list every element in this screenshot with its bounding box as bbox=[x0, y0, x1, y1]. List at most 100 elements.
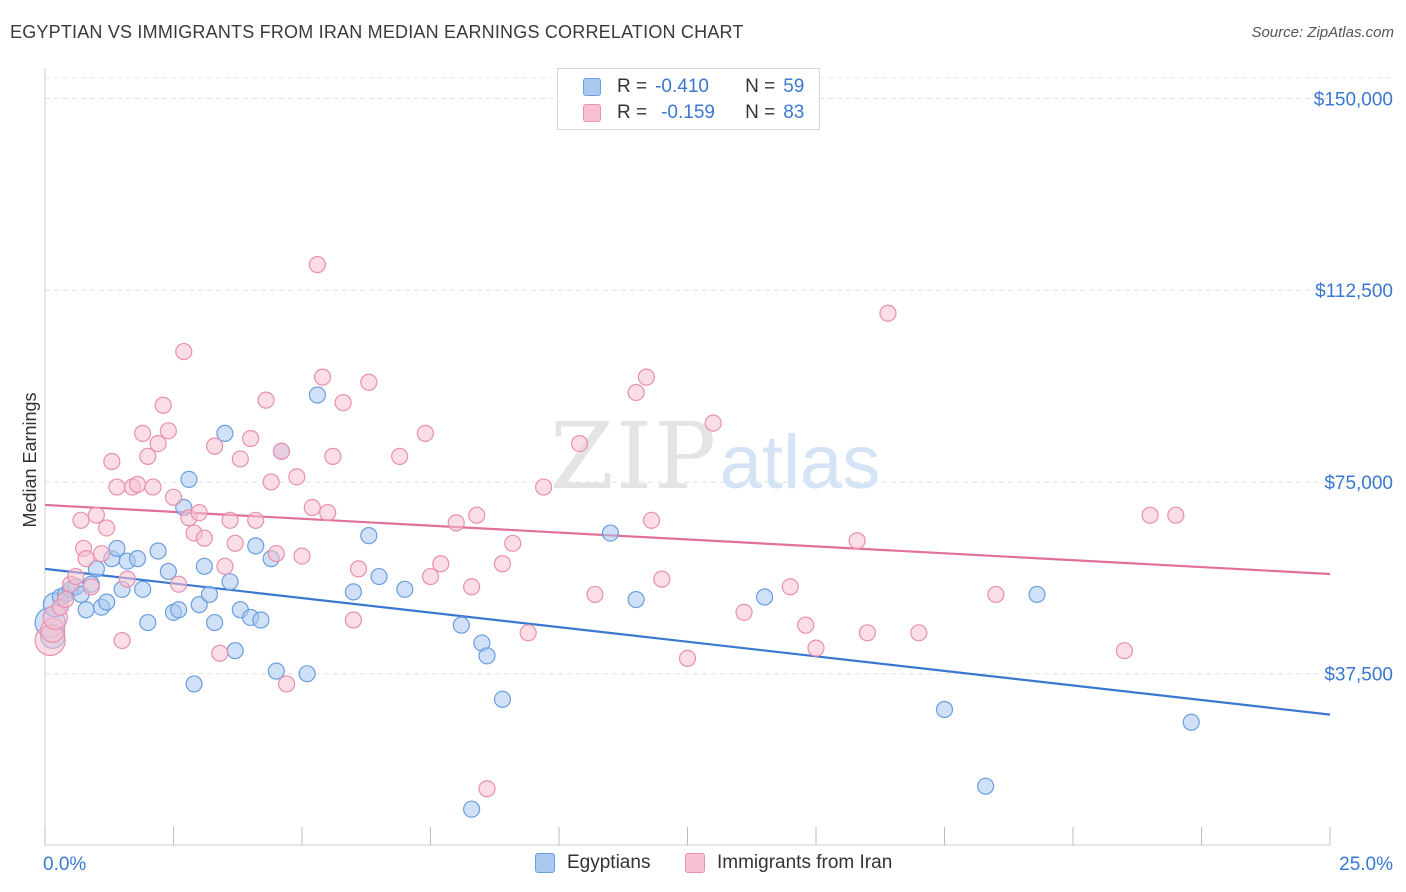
data-point bbox=[134, 424, 152, 442]
data-point bbox=[87, 506, 106, 524]
data-point bbox=[463, 578, 481, 596]
data-point bbox=[534, 478, 553, 496]
data-point bbox=[637, 368, 655, 386]
watermark-atlas: atlas bbox=[720, 420, 881, 505]
data-point bbox=[396, 580, 414, 598]
data-points bbox=[34, 256, 1200, 818]
series-swatch-iran bbox=[685, 853, 705, 873]
data-point bbox=[103, 452, 121, 471]
data-point bbox=[170, 601, 188, 619]
data-point bbox=[98, 593, 116, 611]
data-point bbox=[195, 529, 213, 547]
data-point bbox=[154, 396, 172, 414]
data-point bbox=[82, 578, 100, 596]
data-point bbox=[570, 435, 589, 453]
data-point bbox=[118, 570, 136, 588]
data-point bbox=[159, 422, 177, 440]
data-point bbox=[170, 575, 188, 593]
data-point bbox=[139, 447, 157, 465]
series-legend-egyptians: Egyptians bbox=[535, 852, 650, 874]
legend-r-label: R = bbox=[617, 76, 648, 97]
data-point bbox=[200, 585, 219, 604]
data-point bbox=[159, 562, 177, 581]
data-point bbox=[935, 700, 954, 719]
legend-r-value: -0.159 bbox=[661, 102, 715, 123]
data-point bbox=[128, 475, 147, 494]
data-point bbox=[478, 780, 496, 798]
data-point bbox=[360, 527, 378, 545]
data-point bbox=[206, 613, 224, 632]
data-point bbox=[175, 342, 193, 361]
data-point bbox=[463, 800, 481, 818]
x-tick-label-0: 0.0% bbox=[43, 854, 86, 875]
tick-labels: $37,500 $75,000 $112,500 $150,000 0.0% 25.0% bbox=[43, 89, 1393, 875]
y-tick-label-2: $112,500 bbox=[1315, 281, 1393, 302]
data-point bbox=[139, 613, 157, 632]
data-point bbox=[149, 435, 167, 453]
trend-line-egyptians bbox=[44, 567, 1331, 716]
data-point bbox=[879, 304, 897, 322]
data-point bbox=[262, 473, 280, 491]
data-point bbox=[308, 256, 327, 274]
data-point bbox=[288, 468, 306, 486]
data-point bbox=[113, 631, 131, 650]
data-point bbox=[324, 447, 342, 465]
data-point bbox=[272, 442, 291, 460]
y-tick-label-3: $150,000 bbox=[1314, 89, 1393, 110]
data-point bbox=[627, 383, 645, 402]
data-point bbox=[493, 555, 512, 573]
data-point bbox=[344, 583, 362, 601]
data-point bbox=[108, 539, 126, 558]
x-tick-label-1: 25.0% bbox=[1339, 854, 1393, 875]
data-point bbox=[519, 624, 537, 642]
data-point bbox=[1028, 585, 1046, 604]
data-point bbox=[344, 611, 362, 629]
data-point bbox=[134, 580, 152, 598]
data-point bbox=[797, 616, 815, 634]
watermark-zip: ZIP bbox=[550, 403, 718, 510]
data-point bbox=[370, 567, 388, 586]
data-point bbox=[1141, 506, 1159, 524]
data-point bbox=[252, 611, 270, 629]
data-point bbox=[247, 511, 265, 529]
data-point bbox=[206, 437, 224, 455]
data-point bbox=[226, 642, 244, 660]
data-point bbox=[910, 624, 928, 642]
data-point bbox=[642, 511, 661, 529]
data-point bbox=[1115, 642, 1134, 660]
data-point bbox=[211, 644, 229, 662]
data-point bbox=[293, 547, 311, 565]
data-point bbox=[1182, 713, 1200, 731]
data-point bbox=[56, 590, 75, 609]
legend-r-label: R = bbox=[617, 102, 648, 123]
series-label-iran: Immigrants from Iran bbox=[717, 852, 893, 873]
data-point bbox=[180, 470, 198, 488]
legend-row-egyptians: R = -0.410 N = 59 bbox=[583, 76, 804, 98]
data-point bbox=[221, 573, 239, 591]
y-axis-label: Median Earnings bbox=[20, 392, 40, 527]
data-point bbox=[504, 534, 522, 552]
series-label-egyptians: Egyptians bbox=[567, 852, 651, 873]
data-point bbox=[231, 450, 249, 468]
legend-r-value: -0.410 bbox=[655, 76, 709, 97]
data-point bbox=[277, 675, 296, 693]
data-point bbox=[416, 424, 434, 442]
series-legend: Egyptians Immigrants from Iran bbox=[0, 852, 1406, 878]
legend-n-label: N = bbox=[745, 76, 776, 97]
series-swatch-egyptians bbox=[535, 853, 555, 873]
source-label: Source: ZipAtlas.com bbox=[1251, 24, 1394, 41]
data-point bbox=[781, 578, 799, 596]
data-point bbox=[267, 544, 285, 563]
data-point bbox=[221, 511, 239, 529]
data-point bbox=[308, 386, 327, 404]
data-point bbox=[848, 532, 866, 550]
data-point bbox=[601, 524, 620, 542]
data-point bbox=[216, 557, 234, 575]
data-point bbox=[334, 394, 352, 412]
correlation-legend: R = -0.410 N = 59 R = -0.159 N = 83 bbox=[557, 68, 820, 130]
data-point bbox=[319, 504, 337, 522]
data-point bbox=[242, 429, 260, 448]
data-point bbox=[144, 478, 162, 496]
data-point bbox=[627, 590, 645, 609]
data-point bbox=[190, 504, 208, 522]
